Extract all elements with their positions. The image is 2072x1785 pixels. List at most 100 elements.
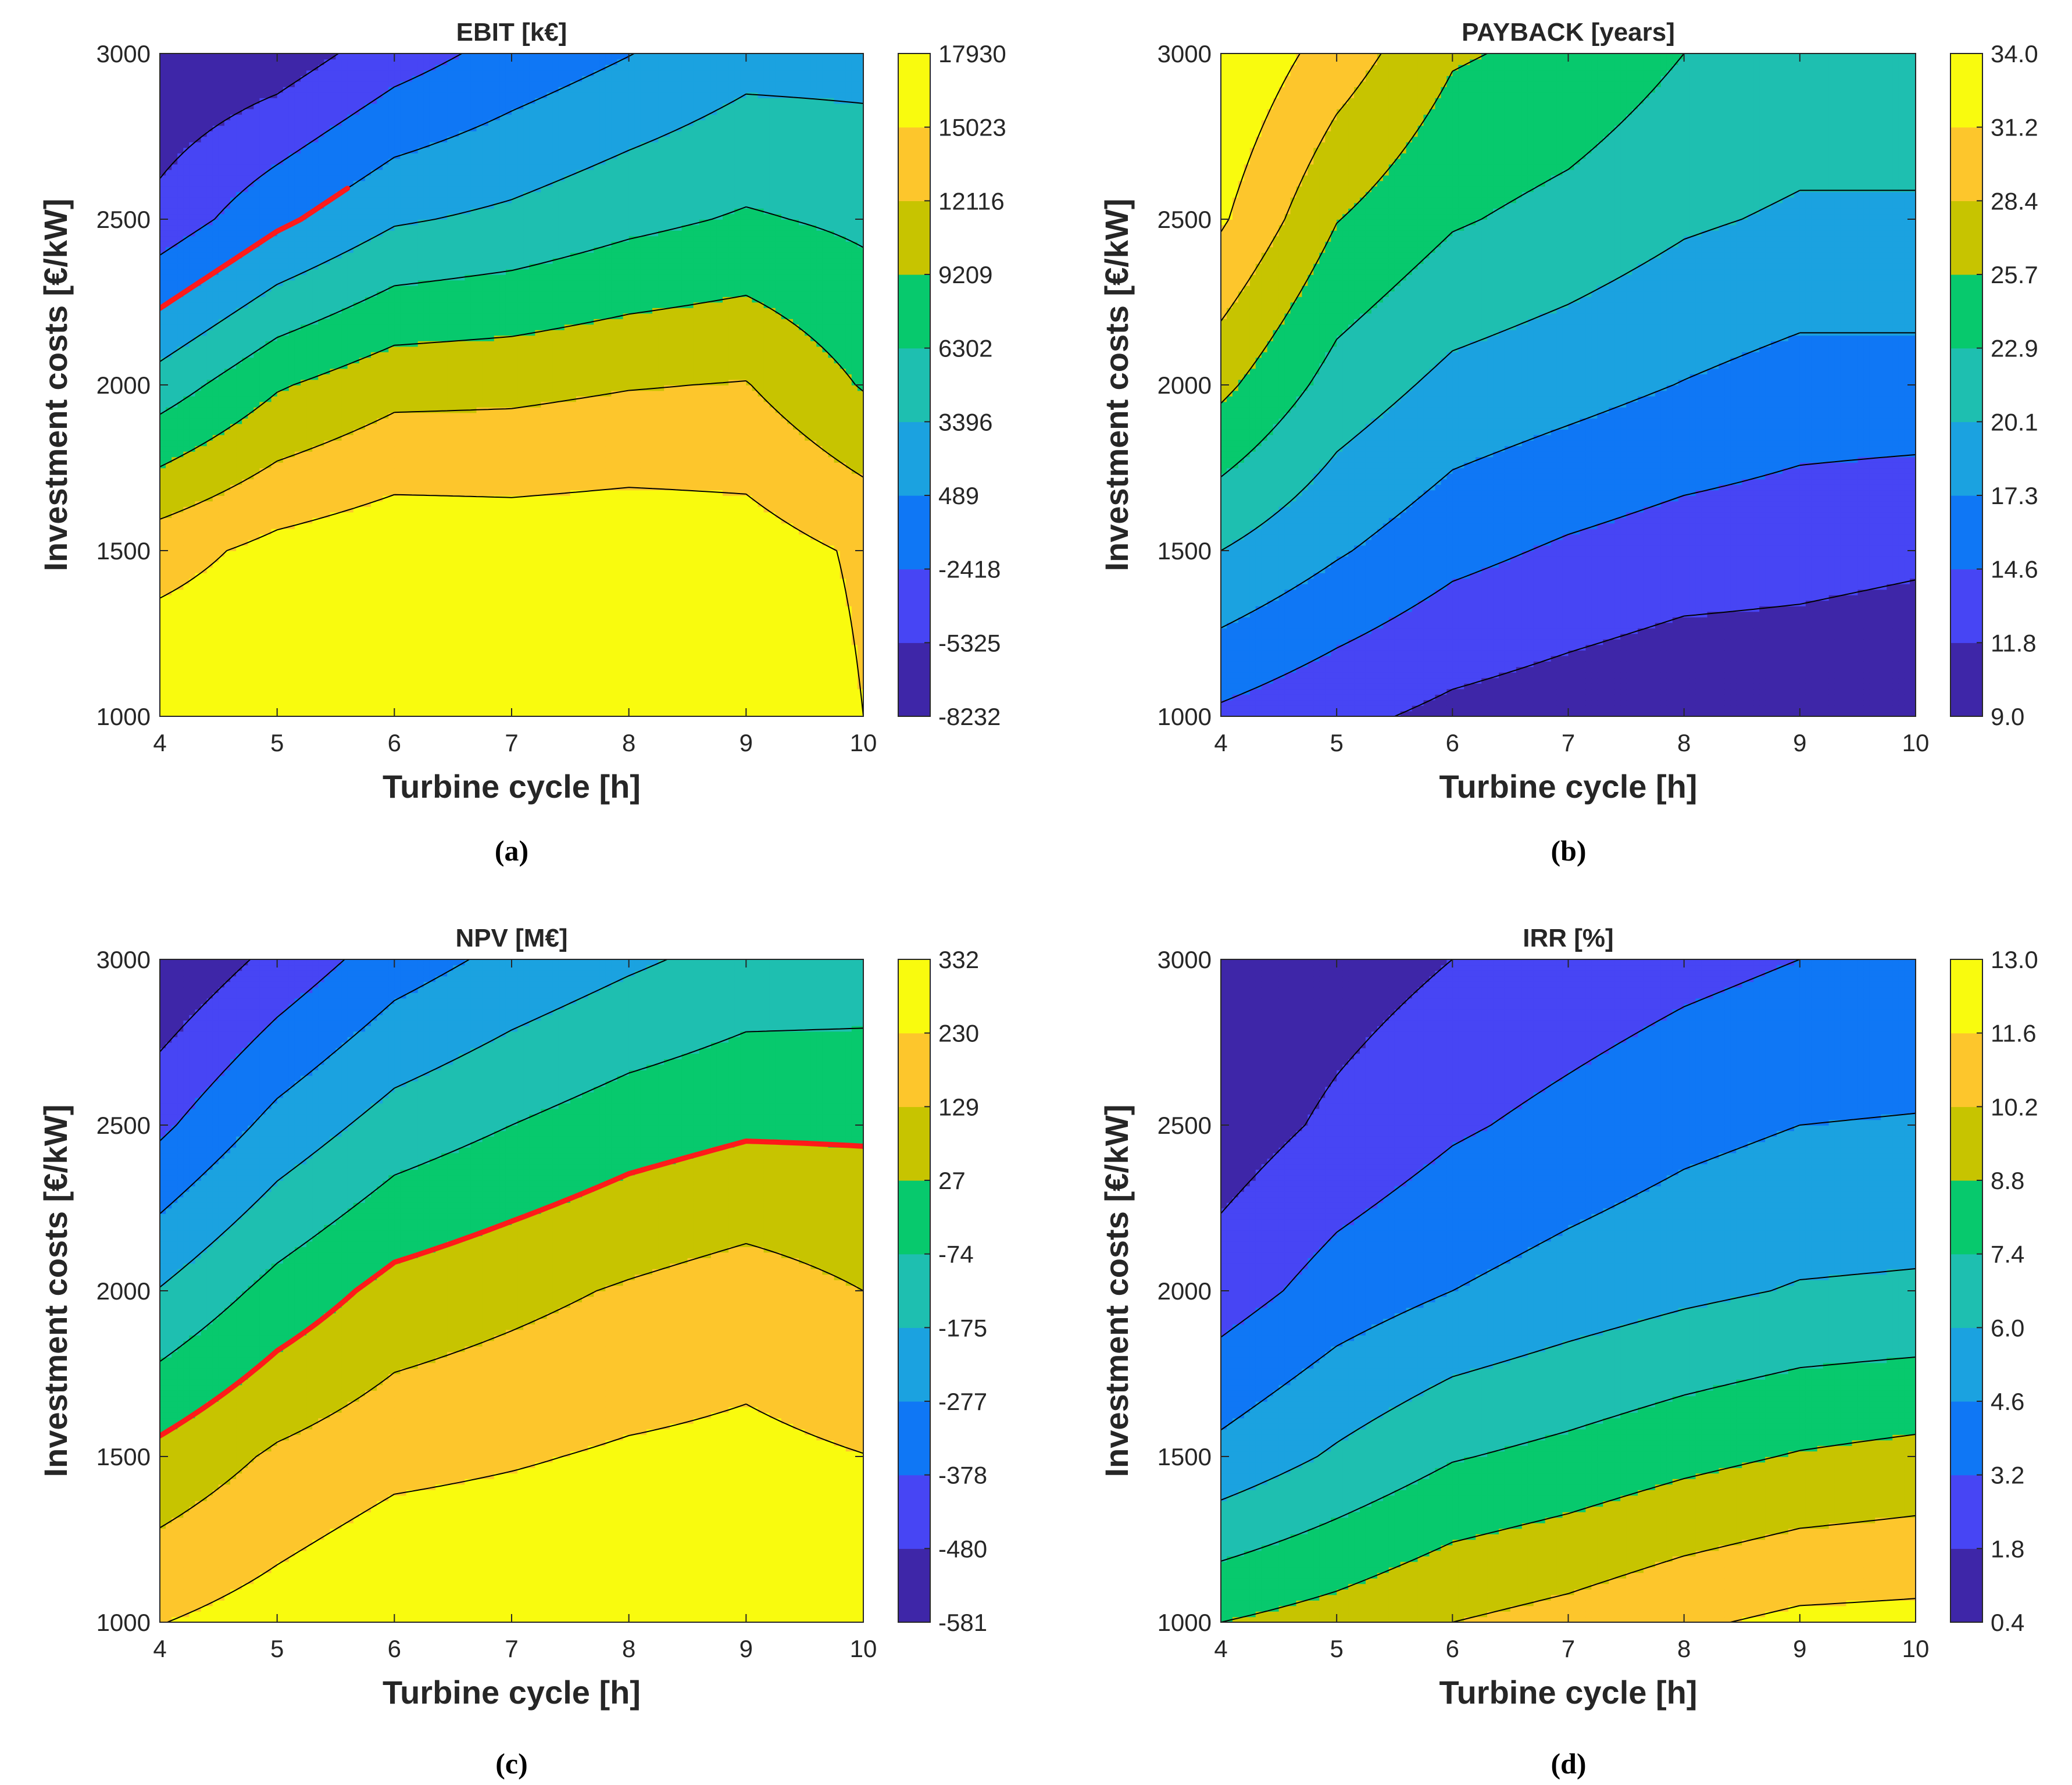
contour-cell bbox=[488, 578, 495, 584]
contour-cell bbox=[359, 484, 366, 491]
contour-cell bbox=[558, 529, 565, 535]
contour-cell bbox=[371, 490, 377, 496]
contour-cell bbox=[242, 523, 249, 529]
contour-cell bbox=[347, 622, 354, 629]
contour-cell bbox=[740, 540, 747, 546]
contour-cell bbox=[529, 584, 536, 590]
contour-cell bbox=[353, 622, 360, 629]
contour-cell bbox=[822, 644, 829, 651]
contour-cell bbox=[271, 556, 278, 562]
contour-cell bbox=[535, 545, 542, 551]
contour-cell bbox=[236, 584, 242, 590]
contour-cell bbox=[781, 644, 788, 651]
contour-cell bbox=[740, 490, 747, 496]
contour-cell bbox=[335, 705, 342, 712]
contour-cell bbox=[318, 584, 325, 590]
contour-cell bbox=[482, 683, 489, 690]
contour-cell bbox=[769, 694, 776, 701]
contour-cell bbox=[341, 540, 348, 546]
contour-cell bbox=[640, 661, 647, 667]
contour-cell bbox=[318, 600, 325, 606]
contour-cell bbox=[212, 551, 219, 557]
contour-cell bbox=[640, 639, 647, 645]
contour-cell bbox=[470, 683, 477, 690]
contour-cell bbox=[359, 517, 366, 524]
contour-cell bbox=[834, 490, 841, 496]
contour-cell bbox=[623, 567, 630, 573]
contour-cell bbox=[546, 650, 553, 656]
contour-cell bbox=[658, 622, 665, 629]
contour-cell bbox=[183, 506, 190, 513]
contour-cell bbox=[166, 600, 172, 606]
contour-cell bbox=[570, 567, 577, 573]
contour-cell bbox=[183, 600, 190, 606]
contour-cell bbox=[628, 661, 635, 667]
contour-cell bbox=[277, 584, 284, 590]
contour-cell bbox=[160, 705, 166, 712]
contour-cell bbox=[347, 633, 354, 640]
contour-fill-a bbox=[160, 53, 863, 716]
contour-cell bbox=[224, 639, 231, 645]
contour-cell bbox=[541, 611, 548, 617]
contour-cell bbox=[570, 529, 577, 535]
contour-cell bbox=[172, 578, 178, 584]
contour-cell bbox=[441, 622, 448, 629]
contour-cell bbox=[324, 688, 331, 695]
contour-cell bbox=[353, 523, 360, 529]
contour-cell bbox=[172, 540, 178, 546]
contour-cell bbox=[359, 644, 366, 651]
contour-cell bbox=[816, 655, 823, 662]
contour-cell bbox=[699, 628, 706, 634]
contour-cell bbox=[652, 661, 659, 667]
contour-cell bbox=[699, 490, 706, 496]
contour-cell bbox=[377, 683, 383, 690]
contour-cell bbox=[476, 506, 483, 513]
contour-cell bbox=[253, 655, 260, 662]
contour-cell bbox=[306, 523, 313, 529]
contour-cell bbox=[230, 551, 237, 557]
contour-cell bbox=[288, 694, 295, 701]
contour-cell bbox=[494, 688, 501, 695]
contour-cell bbox=[482, 556, 489, 562]
contour-cell bbox=[758, 683, 765, 690]
contour-cell bbox=[828, 529, 835, 535]
contour-cell bbox=[687, 589, 694, 595]
contour-cell bbox=[822, 573, 829, 579]
contour-cell bbox=[699, 556, 706, 562]
contour-cell bbox=[723, 495, 729, 502]
contour-cell bbox=[318, 512, 325, 518]
contour-cell bbox=[851, 694, 858, 701]
contour-cell bbox=[265, 694, 272, 701]
contour-cell bbox=[459, 711, 466, 716]
contour-cell bbox=[435, 711, 442, 716]
contour-cell bbox=[494, 622, 501, 629]
contour-cell bbox=[183, 589, 190, 595]
contour-cell bbox=[277, 666, 284, 673]
contour-cell bbox=[582, 484, 588, 491]
contour-cell bbox=[277, 688, 284, 695]
contour-cell bbox=[746, 711, 753, 716]
contour-cell bbox=[664, 506, 671, 513]
contour-cell bbox=[459, 699, 466, 706]
contour-cell bbox=[564, 633, 571, 640]
contour-cell bbox=[822, 650, 829, 656]
contour-cell bbox=[318, 606, 325, 612]
contour-cell bbox=[723, 677, 729, 684]
contour-cell bbox=[453, 600, 460, 606]
contour-cell bbox=[611, 622, 618, 629]
contour-cell bbox=[365, 562, 371, 568]
contour-cell bbox=[371, 540, 377, 546]
contour-cell bbox=[617, 562, 624, 568]
contour-cell bbox=[465, 573, 471, 579]
contour-cell bbox=[599, 633, 606, 640]
contour-cell bbox=[857, 672, 863, 679]
contour-cell bbox=[558, 551, 565, 557]
contour-cell bbox=[793, 622, 799, 629]
contour-cell bbox=[359, 606, 366, 612]
contour-cell bbox=[746, 573, 753, 579]
contour-cell bbox=[177, 644, 184, 651]
contour-cell bbox=[218, 512, 225, 518]
contour-cell bbox=[476, 595, 483, 601]
contour-cell bbox=[769, 711, 776, 716]
contour-cell bbox=[710, 628, 717, 634]
